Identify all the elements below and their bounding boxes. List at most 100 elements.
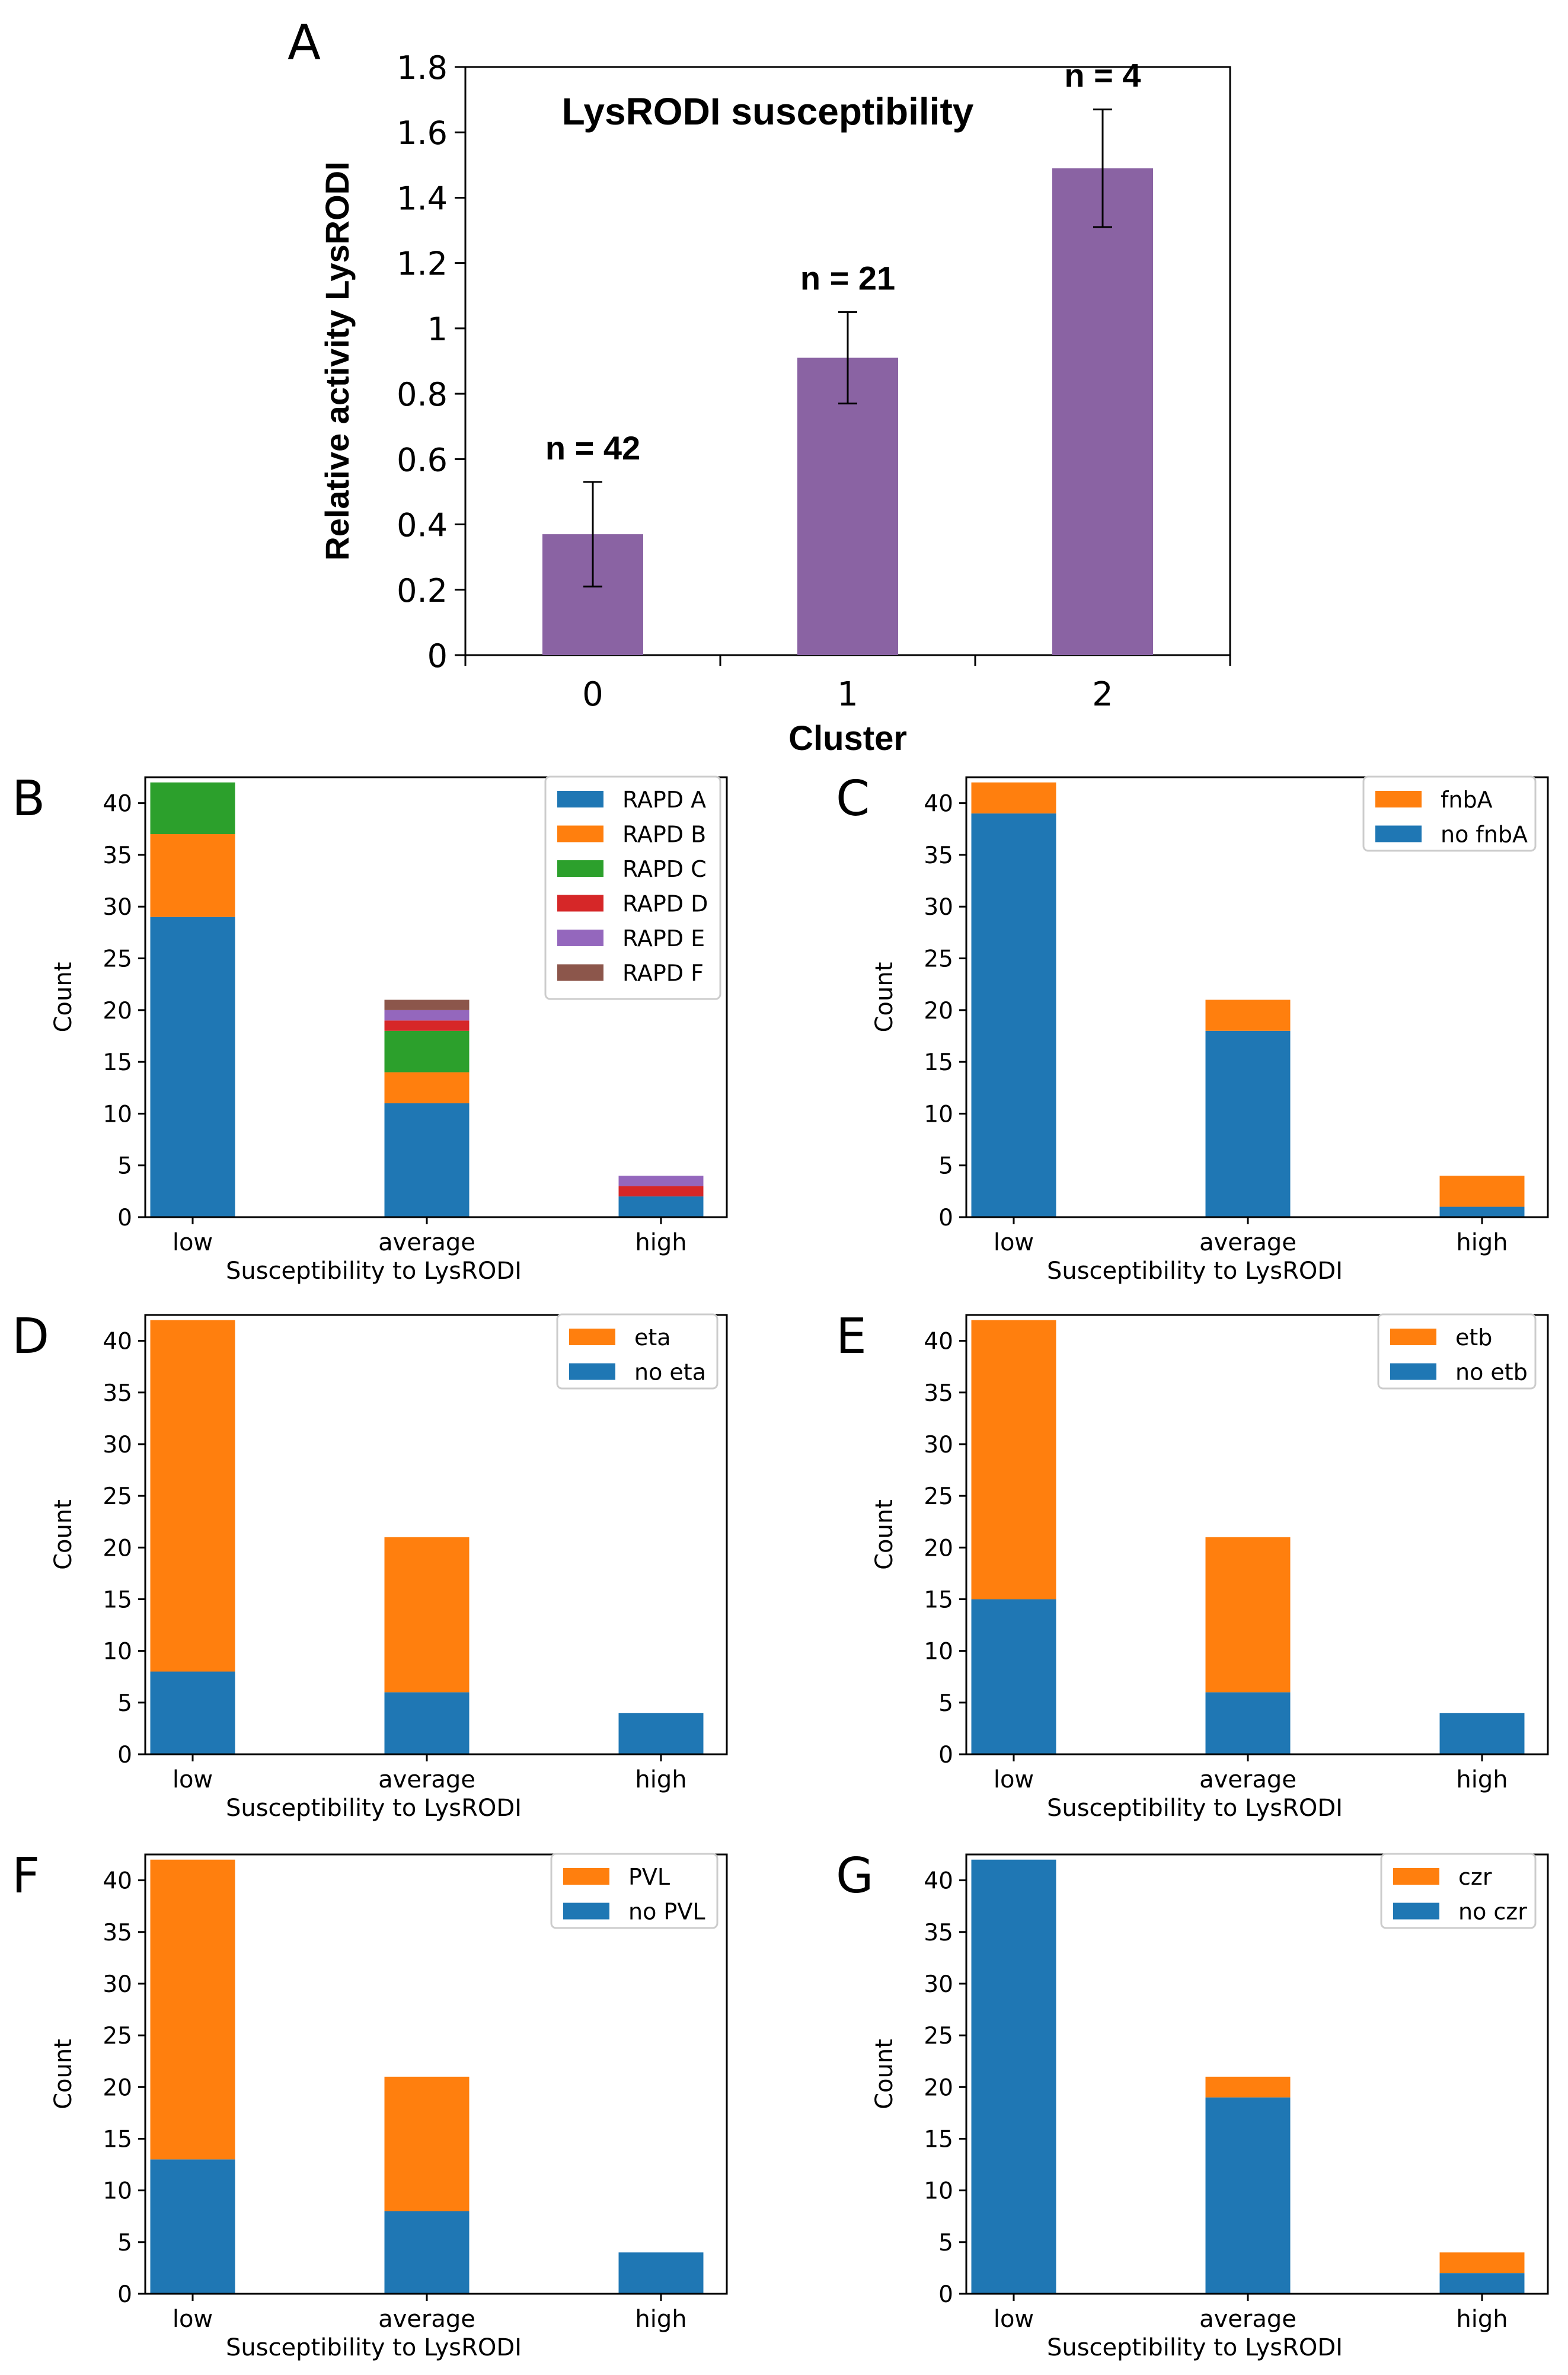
plot-frame <box>965 776 1549 1218</box>
bar-high-no-fnba <box>1439 1206 1525 1217</box>
y-tick-label: 5 <box>117 2230 132 2256</box>
panel-e-chart: E 0 5 10 15 20 25 30 35 40 low average high Susceptib… <box>836 1308 1549 1822</box>
legend: eta no eta <box>556 1313 718 1390</box>
chart-title: LysRODI susceptibility <box>562 90 974 133</box>
bar-low-no-czr <box>971 1859 1056 2294</box>
y-tick-label: 35 <box>103 1920 132 1946</box>
x-tick-label: high <box>1456 2306 1508 2333</box>
y-tick-label: 20 <box>924 998 953 1024</box>
y-tick-label: 15 <box>924 1586 953 1613</box>
y-tick-label: 30 <box>103 894 132 921</box>
y-tick-label: 15 <box>924 2126 953 2153</box>
y-tick-label: 25 <box>103 1483 132 1510</box>
bar-cluster-1 <box>797 357 898 655</box>
legend-label: RAPD C <box>622 856 707 882</box>
y-axis-label: Count <box>50 2039 77 2109</box>
x-tick-label: average <box>1199 2306 1296 2333</box>
y-tick-label: 15 <box>924 1049 953 1076</box>
bar-high-no-czr <box>1439 2273 1525 2294</box>
y-tick-label: 0 <box>938 1205 953 1231</box>
y-tick-label: 5 <box>117 1153 132 1180</box>
n-annotation: n = 21 <box>800 259 895 296</box>
y-tick-label: 0.6 <box>397 441 448 478</box>
y-tick-label: 0.2 <box>397 572 448 609</box>
y-tick-label: 10 <box>103 1101 132 1128</box>
y-tick-label: 25 <box>103 946 132 973</box>
x-tick-label: 2 <box>1092 675 1113 714</box>
y-tick-label: 35 <box>103 1380 132 1407</box>
x-tick-label: low <box>994 1766 1034 1793</box>
legend-swatch <box>1393 1902 1439 1920</box>
bar-high-no-etb <box>1439 1713 1525 1754</box>
legend-swatch <box>557 791 603 807</box>
panel-label: C <box>836 771 870 827</box>
bar-high-rapd-e <box>618 1176 704 1186</box>
y-tick-label: 20 <box>103 2074 132 2101</box>
panel-label: G <box>836 1848 874 1904</box>
bar-cluster-2 <box>1052 168 1153 655</box>
x-axis-label: Susceptibility to LysRODI <box>1047 1257 1343 1285</box>
bar-average-rapd-d <box>384 1020 470 1031</box>
x-tick-label: high <box>1456 1766 1508 1793</box>
n-annotation: n = 42 <box>545 429 640 467</box>
panel-c-chart: C 0 5 10 15 20 25 30 35 40 low average high Susceptib… <box>836 771 1549 1285</box>
legend-label: etb <box>1455 1324 1492 1351</box>
bar-average-czr <box>1205 2076 1291 2098</box>
y-tick-label: 10 <box>103 1639 132 1665</box>
bar-average-rapd-c <box>384 1030 470 1072</box>
legend: czr no czr <box>1380 1853 1537 1929</box>
legend: RAPD A RAPD B RAPD C RAPD D RAPD E RAPD F <box>544 775 721 1000</box>
y-tick-label: 20 <box>103 1535 132 1562</box>
legend-swatch <box>557 895 603 912</box>
bar-high-fnba <box>1439 1176 1525 1207</box>
bar-average-etb <box>1205 1537 1291 1693</box>
y-tick-label: 20 <box>924 1535 953 1562</box>
bar-low-pvl <box>150 1859 235 2160</box>
y-tick-label: 15 <box>103 1049 132 1076</box>
y-tick-label: 0 <box>938 1742 953 1769</box>
legend: etb no etb <box>1377 1313 1537 1390</box>
y-tick-label: 15 <box>103 2126 132 2153</box>
legend-label: eta <box>634 1324 671 1351</box>
legend-label: fnbA <box>1441 787 1493 813</box>
y-tick-label: 35 <box>924 842 953 869</box>
y-tick-label: 1.2 <box>397 245 448 283</box>
bar-average-no-eta <box>384 1692 470 1754</box>
x-tick-label: high <box>1456 1229 1508 1256</box>
panel-label: B <box>12 771 45 827</box>
y-tick-label: 40 <box>924 1868 953 1895</box>
legend-label: no PVL <box>628 1899 705 1925</box>
bar-high-no-pvl <box>618 2252 704 2294</box>
y-tick-label: 30 <box>103 1971 132 1998</box>
bar-average-rapd-e <box>384 1010 470 1021</box>
y-tick-label: 20 <box>103 998 132 1024</box>
panel-label: F <box>12 1848 40 1904</box>
x-tick-label: high <box>635 1229 686 1256</box>
bar-average-fnba <box>1205 1000 1291 1031</box>
bar-average-eta <box>384 1537 470 1693</box>
x-tick-label: high <box>635 2306 686 2333</box>
bar-low-no-pvl <box>150 2159 235 2294</box>
y-tick-label: 1.6 <box>397 114 448 152</box>
bar-low-rapd-b <box>150 834 235 917</box>
y-tick-label: 1.8 <box>397 49 448 87</box>
bar-low-rapd-a <box>150 917 235 1217</box>
x-axis-label: Susceptibility to LysRODI <box>1047 1795 1343 1822</box>
legend-swatch <box>557 930 603 946</box>
bar-high-no-eta <box>618 1713 704 1754</box>
x-tick-label: low <box>994 2306 1034 2333</box>
plot-frame <box>144 1853 728 2295</box>
panel-g-chart: G 0 5 10 15 20 25 30 35 40 low average high Susceptib… <box>836 1848 1549 2361</box>
x-tick-label: low <box>173 1229 213 1256</box>
bar-average-rapd-f <box>384 1000 470 1010</box>
x-axis-label: Susceptibility to LysRODI <box>226 1257 522 1285</box>
plot-frame <box>144 1314 728 1755</box>
y-tick-label: 5 <box>938 2230 953 2256</box>
y-tick-label: 25 <box>103 2023 132 2050</box>
y-tick-label: 10 <box>924 2178 953 2205</box>
y-tick-label: 30 <box>924 894 953 921</box>
legend-swatch <box>557 964 603 981</box>
x-tick-label: 0 <box>582 675 603 714</box>
legend-swatch <box>1375 791 1422 807</box>
